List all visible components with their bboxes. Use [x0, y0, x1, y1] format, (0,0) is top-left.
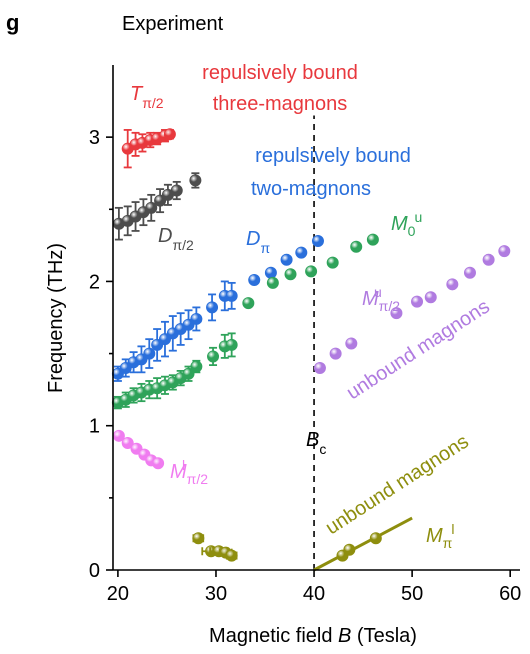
x-tick-label: 40 [303, 583, 325, 605]
series-D_pi2 [112, 172, 202, 241]
series-D_pi [111, 235, 324, 382]
data-point-Mpi2u [313, 361, 326, 374]
series-Mpi2l [112, 429, 165, 470]
x-tick-label: 30 [205, 583, 227, 605]
y-tick-label: 1 [89, 416, 100, 438]
data-point-D_pi [225, 289, 238, 302]
annotations: Tπ/2 repulsively bound three-magnons rep… [130, 62, 494, 551]
series-T [121, 128, 176, 169]
label-Mpi2u: Mπ/2u [362, 284, 400, 314]
label-Mpi2l: Mπ/2l [170, 457, 208, 487]
data-point-M0u [284, 268, 297, 281]
data-point-Mpi2u [424, 291, 437, 304]
label-D-pi: Dπ [246, 228, 270, 256]
data-point-D_pi [248, 273, 261, 286]
data-point-Mpi2l [121, 437, 134, 450]
data-point-Mpi2u [463, 266, 476, 279]
data-point-D_pi2 [189, 174, 202, 187]
data-point-D_pi2 [145, 201, 158, 214]
data-point-M0u [182, 367, 195, 380]
Mpil-fit [313, 516, 413, 572]
label-M0u: M0u [391, 209, 422, 239]
label-unbound-upper: unbound magnons [343, 295, 494, 404]
label-Bc: Bc [306, 429, 326, 457]
data-point-Mpi2u [482, 253, 495, 266]
series-M0u [111, 233, 379, 410]
y-tick-label: 3 [89, 127, 100, 149]
data-point-D_pi [280, 253, 293, 266]
label-repulsive-three-line2: three-magnons [213, 93, 348, 115]
data-point-D_pi [311, 235, 324, 248]
x-tick-label: 20 [107, 583, 129, 605]
data-point-T [163, 128, 176, 141]
data-point-Mpi2l [152, 457, 165, 470]
y-tick-label: 2 [89, 271, 100, 293]
data-point-D_pi [143, 347, 156, 360]
plot-area [111, 115, 511, 572]
label-Mpil: Mπl [426, 521, 454, 551]
data-point-D_pi2 [170, 184, 183, 197]
data-point-Mpi2u [411, 295, 424, 308]
x-axis-title: Magnetic field B (Tesla) [209, 625, 417, 647]
data-point-Mpi2u [446, 278, 459, 291]
data-point-D_pi [190, 312, 203, 325]
x-tick-label: 50 [401, 583, 423, 605]
data-point-M0u [190, 360, 203, 373]
data-point-D_pi [264, 266, 277, 279]
series-Mpil [192, 532, 382, 562]
label-repulsive-two-line2: two-magnons [251, 178, 371, 200]
series-Mpi2u [313, 245, 511, 374]
x-tick-label: 60 [499, 583, 521, 605]
panel-title: Experiment [122, 13, 224, 35]
y-tick-label: 0 [89, 560, 100, 582]
data-point-M0u [366, 233, 379, 246]
label-unbound-lower: unbound magnons [322, 430, 473, 539]
data-point-D_pi [206, 301, 219, 314]
data-point-M0u [266, 276, 279, 289]
data-point-Mpi2u [498, 245, 511, 258]
axis-ticks: 20 30 40 50 60 0 1 2 3 [89, 127, 521, 605]
label-T-pi2: Tπ/2 [130, 83, 164, 111]
data-point-M0u [242, 297, 255, 310]
label-repulsive-two-line1: repulsively bound [255, 145, 411, 167]
y-axis-title: Frequency (THz) [45, 243, 67, 393]
data-point-M0u [207, 350, 220, 363]
data-point-Mpil [369, 532, 382, 545]
data-point-Mpil [192, 532, 205, 545]
data-point-Mpil [225, 549, 238, 562]
data-point-M0u [305, 265, 318, 278]
data-point-Mpil [343, 543, 356, 556]
data-point-M0u [326, 256, 339, 269]
data-point-Mpi2u [390, 307, 403, 320]
data-point-D_pi [295, 246, 308, 259]
data-point-Mpi2u [329, 347, 342, 360]
label-repulsive-three-line1: repulsively bound [202, 62, 358, 84]
data-point-Mpi2u [345, 337, 358, 350]
label-D-pi2: Dπ/2 [158, 225, 194, 253]
panel-letter: g [6, 10, 19, 35]
data-point-M0u [350, 240, 363, 253]
data-point-M0u [225, 338, 238, 351]
